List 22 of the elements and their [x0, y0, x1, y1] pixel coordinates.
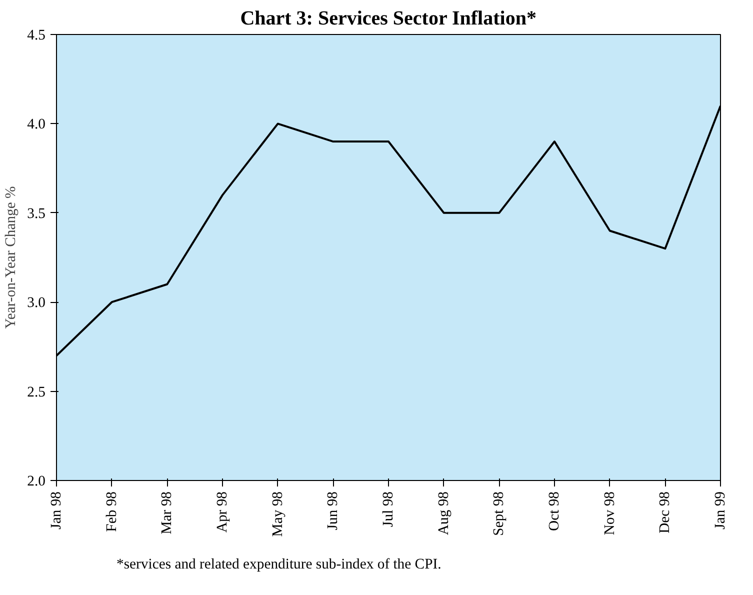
x-tick-label: Jul 98	[380, 491, 396, 527]
x-tick-label: Jan 98	[48, 492, 64, 530]
y-tick-label: 4.0	[27, 116, 46, 133]
x-tick-label: Nov 98	[602, 492, 618, 536]
x-tick-label: Feb 98	[104, 491, 120, 532]
y-tick-label: 4.5	[27, 28, 46, 44]
chart-title: Chart 3: Services Sector Inflation*	[240, 8, 536, 30]
y-tick-label: 3.5	[27, 206, 46, 222]
y-tick-label: 2.5	[27, 384, 46, 400]
y-tick-label: 2.0	[27, 474, 46, 490]
x-tick-label: Aug 98	[436, 492, 452, 536]
x-tick-label: May 98	[270, 492, 286, 537]
x-tick-label: Apr 98	[214, 491, 230, 533]
x-tick-label: Dec 98	[657, 491, 674, 534]
x-tick-label: Jun 98	[325, 491, 342, 530]
y-tick-label: 3.0	[27, 295, 46, 312]
x-tick-label: Oct 98	[546, 491, 562, 531]
x-tick-label: Jan 99	[712, 492, 728, 530]
text: *services and related expenditure sub-index of the CPI.	[116, 556, 442, 572]
x-tick-label: Sept 98	[491, 491, 508, 536]
x-tick-label: Mar 98	[159, 491, 176, 534]
y-axis-title: Year-on-Year Change %	[3, 186, 20, 329]
